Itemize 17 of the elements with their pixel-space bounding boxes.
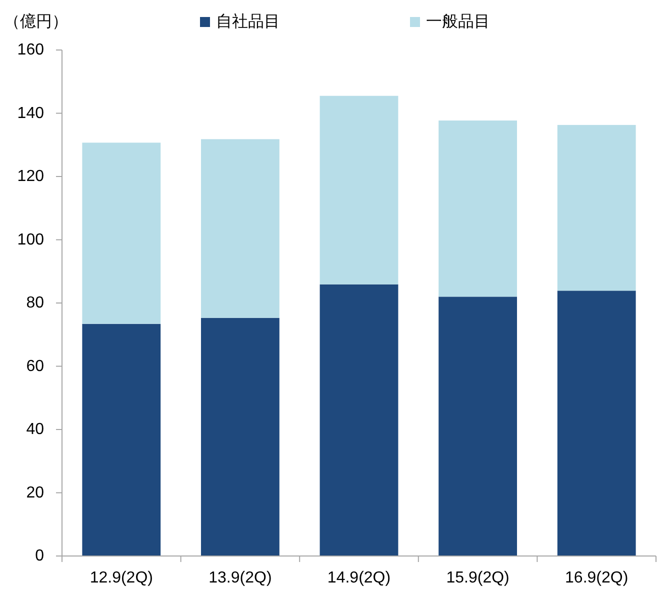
- y-tick-label: 80: [26, 294, 44, 312]
- y-tick-label: 20: [26, 484, 44, 502]
- y-tick-label: 140: [17, 104, 44, 122]
- x-tick-label: 13.9(2Q): [208, 570, 272, 586]
- x-tick-label: 15.9(2Q): [446, 570, 510, 586]
- x-tick-label: 16.9(2Q): [565, 570, 628, 586]
- y-tick-label: 40: [26, 421, 44, 438]
- y-tick-label: 60: [26, 358, 44, 375]
- legend-label: 一般品目: [426, 14, 490, 30]
- y-axis-title: （億円）: [4, 12, 68, 30]
- y-tick-label: 160: [17, 42, 44, 58]
- y-tick-label: 120: [17, 168, 44, 185]
- legend-label: 自社品目: [216, 12, 280, 30]
- y-tick-label: 0: [35, 548, 44, 564]
- x-tick-label: 14.9(2Q): [327, 570, 391, 586]
- y-tick-label: 100: [17, 231, 44, 248]
- x-tick-label: 12.9(2Q): [90, 570, 153, 586]
